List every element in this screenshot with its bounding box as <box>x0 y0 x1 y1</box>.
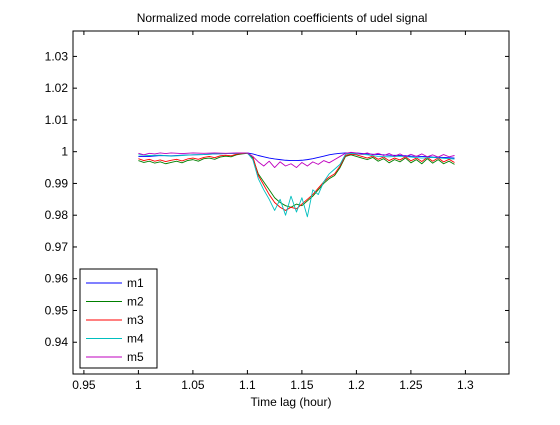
y-tick-label: 0.96 <box>45 272 69 286</box>
x-tick-label: 1 <box>135 378 142 392</box>
legend-label-m4: m4 <box>127 332 144 346</box>
legend-label-m3: m3 <box>127 313 144 327</box>
series-layer <box>138 151 455 218</box>
x-tick-label: 1.05 <box>181 378 205 392</box>
legend: m1 m2 m3 m4 m5 <box>79 268 158 369</box>
x-tick-label: 1.15 <box>290 378 314 392</box>
x-tick-label: 1.2 <box>348 378 365 392</box>
x-axis-ticks: 0.95 1 1.05 1.1 1.15 1.2 1.25 1.3 <box>72 31 474 392</box>
y-tick-label: 0.97 <box>45 240 69 254</box>
legend-label-m2: m2 <box>127 295 144 309</box>
y-tick-label: 0.98 <box>45 208 69 222</box>
series-line-m3 <box>138 152 455 211</box>
chart-title: Normalized mode correlation coefficients… <box>137 11 428 25</box>
y-tick-label: 0.99 <box>45 176 69 190</box>
y-tick-label: 1.01 <box>45 113 69 127</box>
x-tick-label: 1.1 <box>239 378 256 392</box>
x-tick-label: 0.95 <box>72 378 96 392</box>
series-line-m2 <box>138 152 455 208</box>
x-tick-label: 1.3 <box>457 378 474 392</box>
x-tick-label: 1.25 <box>399 378 423 392</box>
y-axis-ticks: 0.94 0.95 0.96 0.97 0.98 0.99 1 1.01 1.02 1.03 <box>45 49 509 349</box>
x-axis-label: Time lag (hour) <box>251 395 332 409</box>
y-tick-label: 0.94 <box>45 335 69 349</box>
legend-entries: m1 m2 m3 m4 m5 <box>86 276 144 364</box>
legend-label-m1: m1 <box>127 276 144 290</box>
series-line-m4 <box>138 152 455 218</box>
legend-box <box>79 268 158 369</box>
y-tick-label: 1.03 <box>45 49 69 63</box>
series-line-m5 <box>138 151 455 169</box>
legend-label-m5: m5 <box>127 350 144 364</box>
y-tick-label: 1.02 <box>45 81 69 95</box>
y-tick-label: 1 <box>61 145 68 159</box>
y-tick-label: 0.95 <box>45 303 69 317</box>
